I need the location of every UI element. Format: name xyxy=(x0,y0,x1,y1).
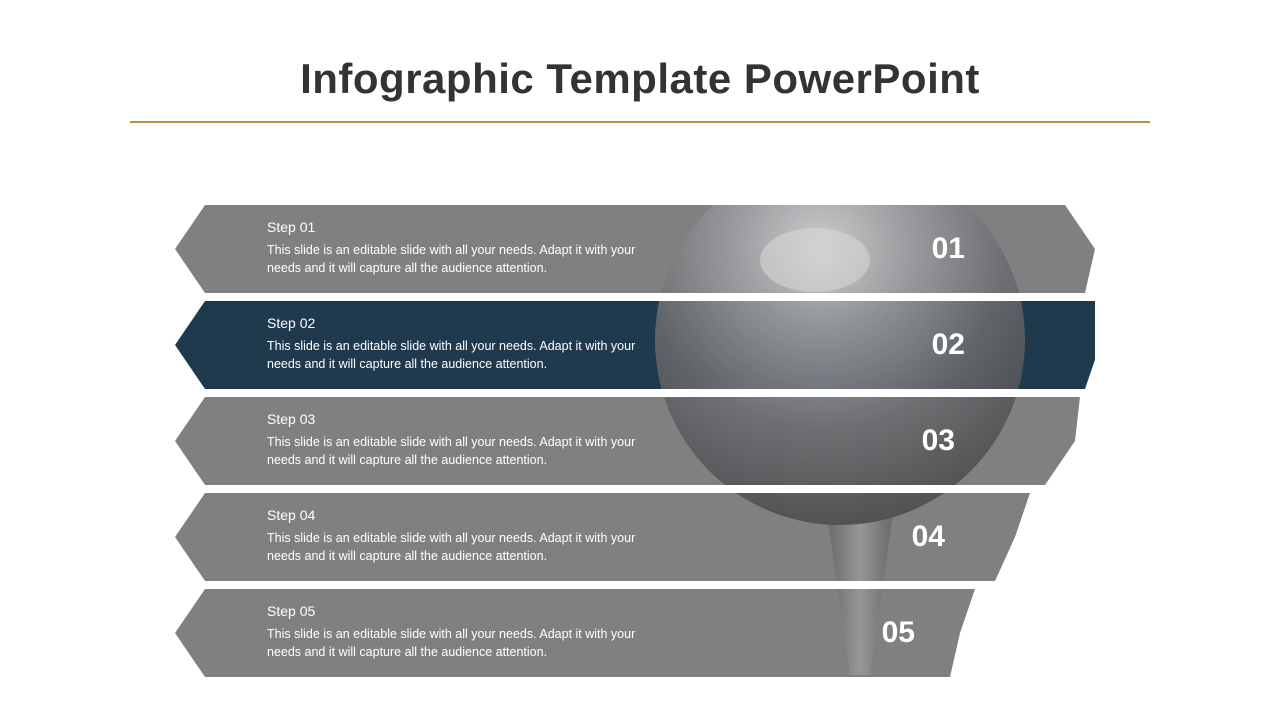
step-label: Step 03 xyxy=(267,411,1095,427)
step-arrow-icon xyxy=(175,205,205,293)
step-arrow-icon xyxy=(175,301,205,389)
step-description: This slide is an editable slide with all… xyxy=(267,241,667,277)
title-underline xyxy=(130,121,1150,123)
step-arrow-icon xyxy=(175,589,205,677)
step-description: This slide is an editable slide with all… xyxy=(267,625,667,661)
step-description: This slide is an editable slide with all… xyxy=(267,433,667,469)
step-row: Step 04 This slide is an editable slide … xyxy=(205,493,1095,581)
step-body: Step 04 This slide is an editable slide … xyxy=(205,493,1095,581)
step-row: Step 05 This slide is an editable slide … xyxy=(205,589,1095,677)
slide-title: Infographic Template PowerPoint xyxy=(0,0,1280,103)
step-arrow-icon xyxy=(175,397,205,485)
step-row: Step 03 This slide is an editable slide … xyxy=(205,397,1095,485)
step-arrow-icon xyxy=(175,493,205,581)
step-number: 02 xyxy=(932,328,965,362)
step-body: Step 03 This slide is an editable slide … xyxy=(205,397,1095,485)
step-label: Step 02 xyxy=(267,315,1095,331)
step-number: 03 xyxy=(922,424,955,458)
step-number: 01 xyxy=(932,232,965,266)
steps-container: Step 01 This slide is an editable slide … xyxy=(205,205,1095,685)
step-number: 04 xyxy=(912,520,945,554)
step-label: Step 04 xyxy=(267,507,1095,523)
step-description: This slide is an editable slide with all… xyxy=(267,337,667,373)
step-number: 05 xyxy=(882,616,915,650)
step-label: Step 01 xyxy=(267,219,1095,235)
step-row: Step 01 This slide is an editable slide … xyxy=(205,205,1095,293)
step-description: This slide is an editable slide with all… xyxy=(267,529,667,565)
step-body: Step 05 This slide is an editable slide … xyxy=(205,589,1095,677)
step-label: Step 05 xyxy=(267,603,1095,619)
step-row: Step 02 This slide is an editable slide … xyxy=(205,301,1095,389)
